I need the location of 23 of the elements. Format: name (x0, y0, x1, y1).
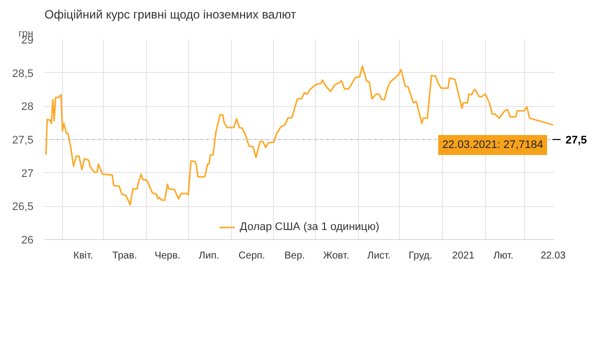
y-tick-label: 26 (21, 234, 34, 246)
x-tick-label: Лип. (198, 250, 220, 262)
y-tick-label: 27,5 (12, 134, 34, 146)
ref-line-label: 27,5 (566, 134, 587, 146)
y-tick-label: 27 (21, 168, 34, 180)
x-tick-label: Черв. (154, 250, 180, 262)
x-tick-label: Груд. (408, 250, 432, 262)
y-tick-label: 28 (21, 101, 34, 114)
x-tick-label: Вер. (284, 250, 305, 262)
annotation: 22.03.2021: 27,7184 (442, 138, 544, 151)
x-tick-label: Лют. (493, 250, 514, 262)
x-tick-label: 22.03 (540, 250, 566, 262)
x-tick-label: 2021 (452, 250, 475, 262)
x-tick-label: Серп. (238, 250, 266, 262)
y-tick-label: 28,5 (12, 68, 34, 80)
x-tick-label: Трав. (112, 250, 138, 262)
legend-label: Долар США (за 1 одиницю) (240, 221, 380, 233)
x-tick-label: Квіт. (73, 250, 94, 262)
chart-title: Офіційний курс гривні щодо іноземних валют (44, 8, 297, 22)
x-tick-label: Жовт. (323, 250, 350, 262)
x-tick-label: Лист. (367, 250, 391, 262)
y-tick-label: 26,5 (12, 201, 34, 214)
line-series (45, 65, 554, 206)
